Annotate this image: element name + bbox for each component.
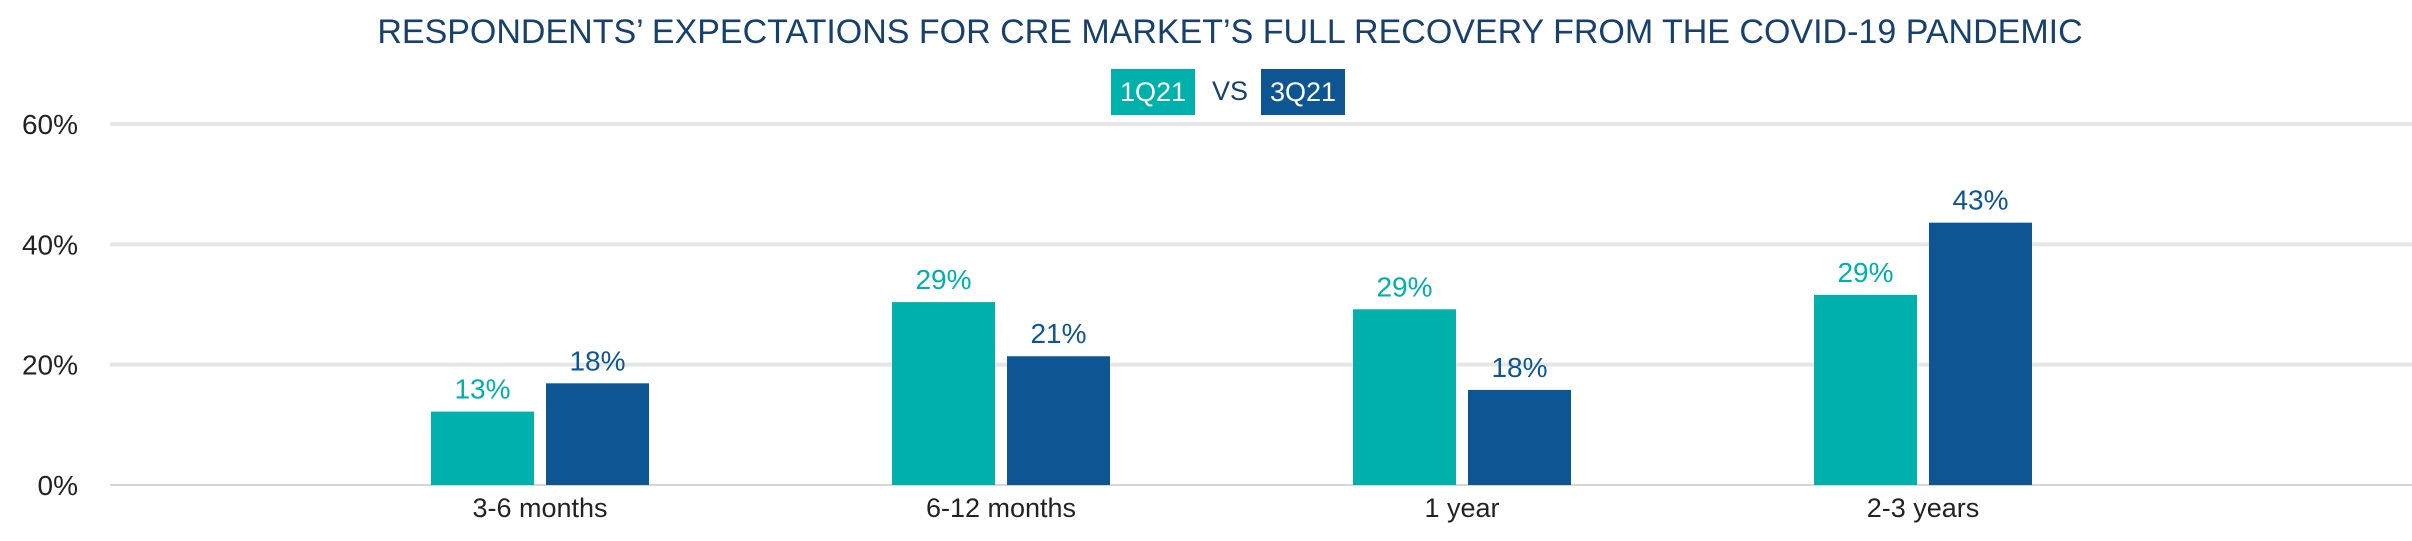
x-tick-label: 2-3 years [1867, 493, 1980, 523]
bars [431, 222, 2032, 485]
bar [1468, 389, 1571, 485]
data-labels: 13% 18% 29% 21% 29% 18% 29% 43% [454, 185, 2008, 405]
data-label: 29% [915, 264, 971, 295]
y-axis-ticks: 0% 20% 40% 60% [22, 109, 78, 501]
legend: 1Q21 VS 3Q21 [1111, 69, 1345, 115]
bar [431, 411, 534, 485]
bar [1814, 294, 1917, 485]
chart-title: RESPONDENTS’ EXPECTATIONS FOR CRE MARKET… [377, 13, 2082, 51]
data-label: 18% [569, 345, 625, 376]
data-label: 13% [454, 374, 510, 405]
data-label: 18% [1491, 352, 1547, 383]
y-tick-label: 20% [22, 350, 78, 381]
x-tick-label: 3-6 months [472, 493, 607, 523]
x-tick-label: 6-12 months [926, 493, 1076, 523]
x-axis-ticks: 3-6 months 6-12 months 1 year 2-3 years [472, 493, 1979, 523]
bar [546, 383, 649, 485]
data-label: 21% [1030, 318, 1086, 349]
legend-vs-text: VS [1212, 76, 1248, 106]
y-tick-label: 0% [38, 470, 78, 501]
y-tick-label: 40% [22, 229, 78, 260]
bar [1929, 222, 2032, 485]
legend-label-1q21: 1Q21 [1120, 77, 1186, 107]
legend-label-3q21: 3Q21 [1270, 77, 1336, 107]
y-tick-label: 60% [22, 109, 78, 140]
legend-swatch-1q21 [1111, 69, 1195, 115]
data-label: 29% [1376, 271, 1432, 302]
data-label: 43% [1952, 185, 2008, 216]
legend-swatch-3q21 [1261, 69, 1345, 115]
data-label: 29% [1837, 257, 1893, 288]
bar [892, 302, 995, 485]
bar [1007, 356, 1110, 485]
bar [1353, 309, 1456, 485]
x-tick-label: 1 year [1424, 493, 1499, 523]
